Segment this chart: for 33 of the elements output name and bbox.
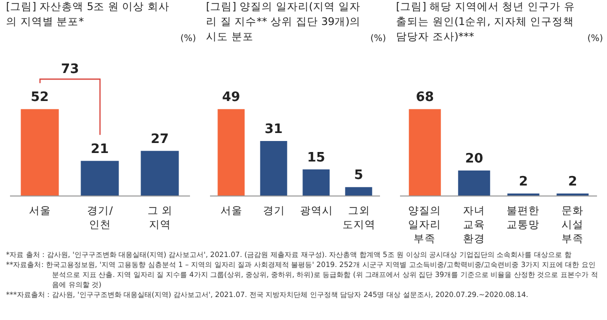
x-tick-label: 서울 [220,205,242,217]
data-label: 31 [264,122,283,138]
data-label: 21 [90,142,109,157]
chart-title: [그림] 자산총액 5조 원 이상 회사의 지역별 분포* [6,1,170,28]
y-axis-title: (%) [180,34,196,44]
data-label: 68 [416,90,434,106]
text: 73 [60,62,80,78]
x-tick-label: 그 외 지역 [147,205,173,231]
y-axis-title: (%) [370,34,386,44]
x-tick-label: 불편한 교통망 [506,205,540,231]
bar [218,109,245,196]
data-label: 52 [30,90,49,106]
x-tick-label: 광역시 [300,205,333,217]
bar [302,169,330,196]
data-label: 49 [222,90,240,106]
data-label: 15 [307,150,326,166]
chart-title: [그림] 해당 지역에서 청년 인구가 유출되는 원인(1순위, 지자체 인구정책 담당자 조사)*** [396,1,575,43]
x-tick-label: 경기 [262,205,285,217]
x-tick-label: 그외 도지역 [342,205,376,231]
data-label: 20 [465,151,484,166]
y-axis-title: (%) [587,34,603,44]
data-label: 2 [518,174,528,190]
x-tick-label: 양질의 일자리 부족 [408,205,442,245]
x-tick-label: 서울 [29,205,51,217]
bar [345,187,372,196]
x-tick-label: 문화 시설 부족 [561,205,584,245]
x-tick-label: 자녀 교육 환경 [462,205,485,245]
bar [260,141,288,196]
data-label: 27 [150,132,169,147]
data-label: 5 [354,168,364,184]
chart-title: [그림] 양질의 일자리(지역 일자리 질 지수** 상위 집단 39개)의 시도 분포 [206,1,361,43]
data-label: 2 [568,174,578,190]
x-tick-label: 경기/ 인천 [87,205,114,231]
